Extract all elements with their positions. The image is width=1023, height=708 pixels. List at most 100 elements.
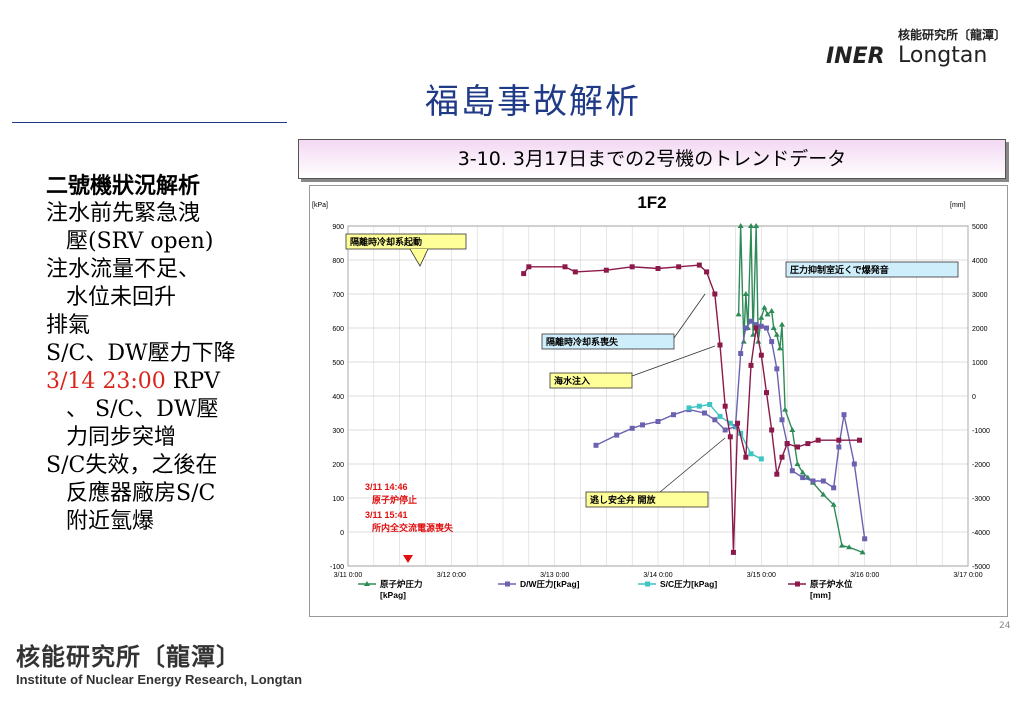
data-point [696, 403, 702, 409]
y-tick-label: 100 [332, 496, 344, 503]
legend-label: [kPag] [380, 590, 406, 600]
data-point [743, 325, 749, 331]
x-tick-label: 3/11 0:00 [334, 572, 363, 579]
data-point [722, 427, 728, 433]
data-point [712, 291, 718, 297]
x-tick-label: 3/13 0:00 [540, 572, 569, 579]
data-point [730, 549, 736, 555]
data-point [774, 471, 780, 477]
y-tick-label: 0 [340, 530, 344, 537]
data-point [831, 485, 837, 491]
data-point [769, 339, 775, 345]
y-tick-label: 500 [332, 360, 344, 367]
x-tick-label: 3/12 0:00 [437, 572, 466, 579]
data-point [753, 322, 759, 328]
data-point [805, 441, 811, 447]
y2-tick-label: 3000 [972, 292, 988, 299]
y2-tick-label: -4000 [972, 530, 990, 537]
data-point [770, 325, 777, 330]
event-label: 所内全交流電源喪失 [372, 522, 454, 533]
data-point [640, 422, 645, 428]
notes-heading: 二號機狀況解析 [46, 173, 201, 199]
legend-label: S/C圧力[kPag] [660, 579, 717, 589]
annotation-rcic-loss-box [541, 333, 675, 350]
legend-marker [645, 581, 650, 587]
data-point [836, 437, 842, 443]
data-point [655, 266, 661, 271]
left-unit: [kPa] [312, 202, 328, 209]
data-point [753, 325, 759, 331]
data-point [717, 342, 723, 348]
annotation-explosion-box [785, 261, 959, 278]
y2-tick-label: -3000 [972, 496, 990, 503]
data-point [614, 432, 620, 438]
data-point [753, 223, 760, 228]
y-tick-label: 700 [332, 292, 344, 299]
legend-marker [795, 581, 800, 587]
data-point [764, 325, 769, 331]
y2-tick-label: 1000 [972, 360, 988, 367]
data-point [748, 318, 754, 324]
data-point [779, 454, 785, 460]
y2-tick-label: 0 [972, 394, 976, 401]
y2-tick-label: 5000 [972, 224, 988, 231]
institute-logo: 核能研究所〔龍潭〕 INER Longtan [826, 26, 1016, 80]
data-point [779, 417, 785, 423]
data-point [743, 454, 749, 460]
data-point [836, 444, 842, 450]
logo-chinese-text: 核能研究所〔龍潭〕 [898, 28, 1007, 42]
y2-tick-label: -5000 [972, 564, 990, 571]
data-point [676, 264, 682, 270]
annotation-srv-open-box [585, 491, 709, 508]
data-point [748, 451, 754, 457]
footer-chinese-name: 核能研究所〔龍潭〕 [16, 642, 241, 671]
annotation-seawater-box [549, 372, 633, 389]
annotation-rcic-loss: 隔離時冷却系喪失 [546, 336, 619, 347]
data-point [784, 441, 790, 447]
trend-chart: 900 5000 800 4000 700 3000 600 2000 500 1000 400 0 3… [309, 185, 1008, 617]
data-point [702, 410, 707, 416]
y-tick-label: 200 [332, 462, 344, 469]
footer-english-name: Institute of Nuclear Energy Research, Lo… [16, 672, 303, 687]
legend-label: 原子炉圧力 [380, 579, 423, 589]
y2-tick-label: 4000 [972, 258, 988, 265]
data-point [671, 412, 676, 418]
data-point [800, 475, 806, 481]
data-point [774, 366, 780, 372]
data-point [603, 267, 609, 273]
data-point [773, 331, 780, 337]
chart-banner: 3-10. 3月17日までの2号機のトレンドデータ [298, 139, 1006, 179]
y-tick-label: 900 [332, 224, 344, 231]
data-point [748, 362, 754, 368]
data-point [768, 308, 775, 313]
data-point [742, 291, 749, 296]
callout-pointer [631, 345, 716, 377]
data-point [758, 314, 765, 320]
data-point [735, 420, 741, 426]
note-item: 注水流量不足、 水位未回升 [46, 257, 201, 310]
data-point [521, 271, 527, 277]
data-point [851, 461, 857, 467]
data-point [782, 406, 789, 412]
data-point [776, 345, 783, 351]
data-point [830, 501, 837, 507]
y-tick-label: -100 [330, 564, 344, 571]
data-point [859, 549, 866, 555]
data-point [629, 264, 635, 270]
data-point [794, 461, 801, 466]
data-point [737, 223, 744, 228]
note-item: 3/14 23:00 RPV、 S/C、DW壓 力同步突增 [46, 369, 221, 450]
data-point [764, 390, 769, 396]
data-point [799, 469, 806, 475]
data-point [712, 417, 718, 423]
data-point [820, 491, 827, 497]
data-point [779, 321, 785, 327]
y2-tick-label: -1000 [972, 428, 990, 435]
legend-marker [364, 581, 370, 586]
analysis-notes: 二號機狀況解析 注水前先緊急洩 壓(SRV open) 注水流量不足、 水位未回升 … [46, 172, 286, 536]
y-tick-label: 400 [332, 394, 344, 401]
callout-pointer [673, 293, 706, 339]
footer-logo: 核能研究所〔龍潭〕 Institute of Nuclear Energy Re… [16, 637, 302, 687]
data-point [810, 478, 816, 484]
